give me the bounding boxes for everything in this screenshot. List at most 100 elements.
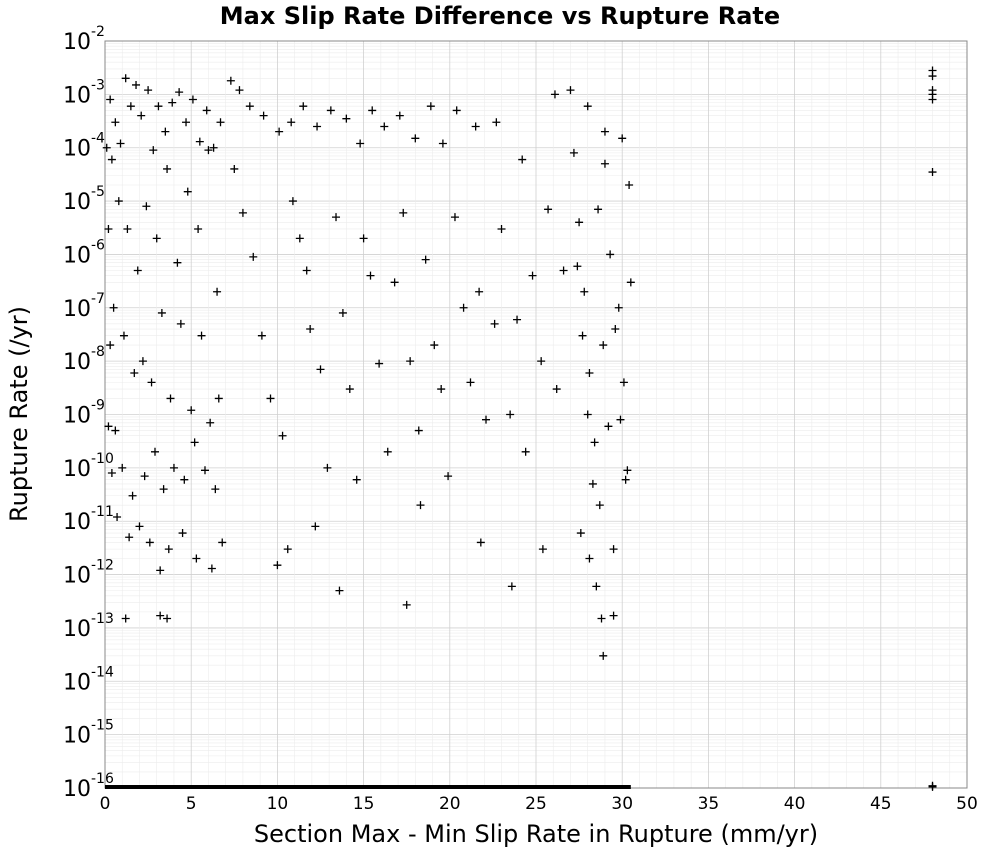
x-tick-label: 45 (870, 794, 892, 814)
data-point (439, 139, 447, 147)
data-point (577, 529, 585, 537)
data-point (599, 652, 607, 660)
data-point (146, 538, 154, 546)
data-point (604, 422, 612, 430)
data-point (284, 545, 292, 553)
data-point (111, 118, 119, 126)
data-point (539, 545, 547, 553)
data-point (360, 234, 368, 242)
data-point (553, 385, 561, 393)
data-point (498, 225, 506, 233)
data-point (327, 106, 335, 114)
data-point (106, 341, 114, 349)
data-point (573, 262, 581, 270)
data-point (384, 448, 392, 456)
data-point (513, 316, 521, 324)
y-tick-base: 10 (63, 243, 91, 268)
data-point (299, 102, 307, 110)
data-point (332, 213, 340, 221)
data-point (627, 278, 635, 286)
x-tick-label: 35 (698, 794, 720, 814)
data-point (192, 555, 200, 563)
data-point (115, 197, 123, 205)
data-point (579, 332, 587, 340)
data-point (196, 138, 204, 146)
data-point (427, 102, 435, 110)
y-tick-base: 10 (63, 617, 91, 642)
data-point (211, 485, 219, 493)
data-point (165, 545, 173, 553)
data-point (396, 112, 404, 120)
data-point (127, 102, 135, 110)
x-tick-label: 25 (525, 794, 547, 814)
data-point (506, 411, 514, 419)
y-tick-exponent: -3 (91, 77, 105, 93)
x-tick-label: 50 (956, 794, 978, 814)
data-point (492, 118, 500, 126)
grid (105, 41, 967, 788)
data-point (416, 501, 424, 509)
data-point (218, 538, 226, 546)
data-point (313, 122, 321, 130)
data-point (104, 422, 112, 430)
data-point (144, 86, 152, 94)
data-point (154, 102, 162, 110)
data-point (156, 566, 164, 574)
data-point (208, 564, 216, 572)
data-point (575, 218, 583, 226)
data-point (287, 118, 295, 126)
data-point (596, 501, 604, 509)
data-point (260, 112, 268, 120)
data-point (180, 476, 188, 484)
data-point (179, 529, 187, 537)
data-point (477, 538, 485, 546)
data-point (177, 320, 185, 328)
data-point (610, 612, 618, 620)
data-point (110, 304, 118, 312)
data-point (403, 601, 411, 609)
data-point (303, 266, 311, 274)
data-point (187, 406, 195, 414)
y-tick-exponent: -13 (91, 611, 114, 627)
data-point (129, 492, 137, 500)
y-tick-base: 10 (63, 510, 91, 535)
data-point (104, 225, 112, 233)
data-point (589, 480, 597, 488)
data-point (122, 615, 130, 623)
data-point (167, 394, 175, 402)
y-tick-base: 10 (63, 190, 91, 215)
data-point (203, 106, 211, 114)
x-tick-label: 0 (100, 794, 111, 814)
data-point (306, 325, 314, 333)
y-tick-exponent: -2 (91, 24, 105, 40)
data-point (227, 77, 235, 85)
data-point (610, 545, 618, 553)
y-tick-exponent: -16 (91, 771, 114, 787)
data-point (123, 225, 131, 233)
data-point (137, 112, 145, 120)
data-point (118, 464, 126, 472)
data-point (246, 102, 254, 110)
data-point (194, 225, 202, 233)
data-point (279, 432, 287, 440)
data-point (108, 156, 116, 164)
data-point (111, 427, 119, 435)
data-point (601, 160, 609, 168)
y-tick-exponent: -7 (91, 291, 105, 307)
data-point (296, 234, 304, 242)
data-point (163, 165, 171, 173)
data-point (415, 427, 423, 435)
data-point (399, 209, 407, 217)
data-point (406, 357, 414, 365)
data-point (611, 325, 619, 333)
y-tick-base: 10 (63, 350, 91, 375)
data-point (529, 272, 537, 280)
data-point (451, 213, 459, 221)
data-point (230, 165, 238, 173)
data-point (391, 278, 399, 286)
data-point (437, 385, 445, 393)
data-point (472, 122, 480, 130)
data-point (267, 394, 275, 402)
data-point (160, 485, 168, 493)
